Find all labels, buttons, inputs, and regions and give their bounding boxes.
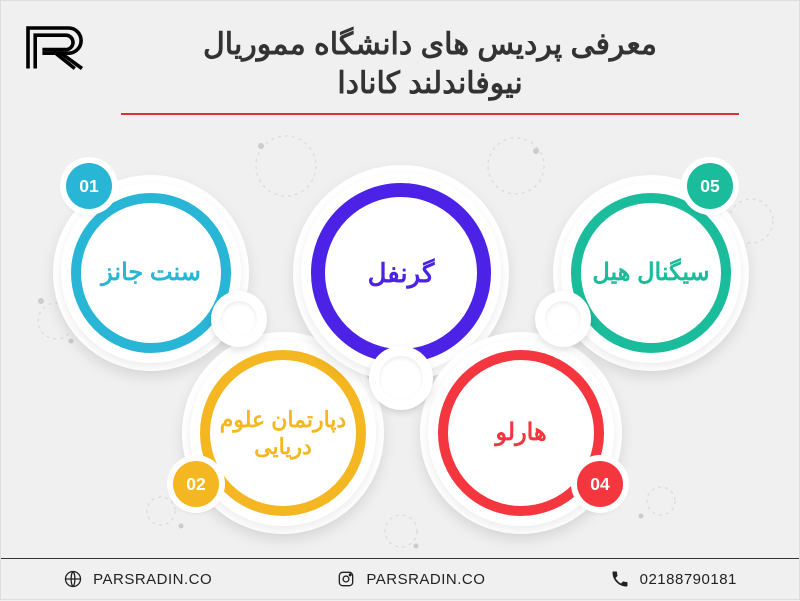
- node-number-badge: 04: [577, 461, 623, 507]
- footer-instagram-text: PARSRADIN.CO: [366, 571, 485, 588]
- connector-dot-inner: [545, 301, 581, 337]
- campus-node-5: سیگنال هیل: [561, 183, 741, 363]
- campus-node-2: دپارتمان علوم دریایی: [190, 340, 376, 526]
- footer-phone: 02188790181: [610, 569, 737, 589]
- footer-phone-text: 02188790181: [640, 571, 737, 588]
- page-title: معرفی پردیس های دانشگاه مموریال نیوفاندل…: [121, 25, 739, 103]
- instagram-icon: [336, 569, 356, 589]
- node-ring: [571, 193, 731, 353]
- footer-instagram: PARSRADIN.CO: [336, 569, 485, 589]
- title-line-2: نیوفاندلند کانادا: [337, 67, 522, 100]
- campus-node-1: سنت جانز: [61, 183, 241, 363]
- node-ring: [311, 183, 491, 363]
- brand-logo: [19, 19, 109, 73]
- connector-dot-inner: [221, 301, 257, 337]
- connector-dot-inner: [379, 356, 423, 400]
- title-block: معرفی پردیس های دانشگاه مموریال نیوفاندل…: [121, 25, 739, 115]
- title-line-1: معرفی پردیس های دانشگاه مموریال: [203, 28, 657, 61]
- title-underline: [121, 113, 739, 115]
- phone-icon: [610, 569, 630, 589]
- node-number-badge: 02: [173, 461, 219, 507]
- footer: PARSRADIN.CO PARSRADIN.CO 02188790181: [1, 558, 799, 599]
- node-ring: [71, 193, 231, 353]
- node-number-badge: 05: [687, 163, 733, 209]
- footer-website: PARSRADIN.CO: [63, 569, 212, 589]
- globe-icon: [63, 569, 83, 589]
- campus-node-3: گرنفل: [301, 173, 501, 373]
- node-number-badge: 01: [66, 163, 112, 209]
- node-ring: [200, 350, 366, 516]
- footer-website-text: PARSRADIN.CO: [93, 571, 212, 588]
